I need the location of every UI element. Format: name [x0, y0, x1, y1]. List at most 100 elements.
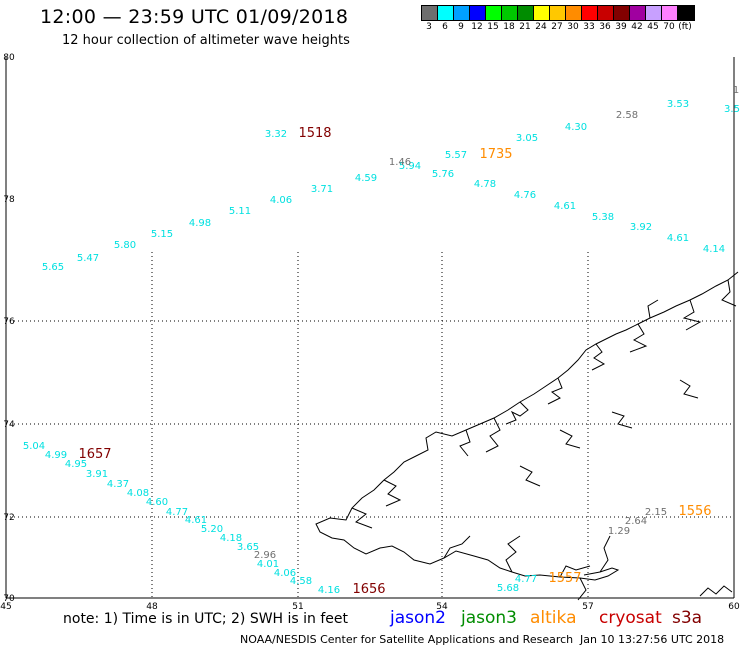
wave-height-label: 5.80: [114, 240, 136, 251]
altimeter-tracks: 5.65 5.47 5.80 5.15 4.98 5.11 4.06 3.71 4.59 5.57…: [23, 85, 740, 596]
lat-tick-label: 72: [3, 513, 14, 523]
scale-swatch: [550, 6, 566, 20]
scale-label: 15: [487, 22, 499, 32]
coastline-detail-16: [647, 299, 659, 319]
coastline-detail-6: [721, 279, 737, 307]
scale-swatch: [598, 6, 614, 20]
scale-label: 30: [567, 22, 579, 32]
wave-height-label: 2.64: [625, 516, 647, 527]
scale-label: 45: [647, 22, 659, 32]
wave-height-label: 2.58: [616, 110, 638, 121]
scale-swatch: [502, 6, 518, 20]
lat-tick-label: 80: [3, 53, 15, 63]
wave-height-label: 1.46: [389, 157, 411, 168]
wave-height-label: 5.20: [201, 524, 223, 535]
satellite-jason2: jason2: [390, 608, 446, 628]
wave-height-label: 4.01: [257, 559, 279, 570]
credit-line: NOAA/NESDIS Center for Satellite Applica…: [240, 633, 574, 646]
wave-height-label: 2.15: [645, 507, 667, 518]
pass-time-label: 1656: [352, 582, 385, 597]
wave-height-label: 4.98: [189, 218, 211, 229]
wave-height-label: 3.92: [630, 222, 652, 233]
wave-height-label: 4.61: [185, 515, 207, 526]
lat-tick-label: 70: [3, 594, 15, 604]
graticule: 45 48 51 54 57 60 80 78 76 74 72 70: [0, 53, 740, 612]
wave-height-label: 4.99: [45, 450, 67, 461]
satellite-altika: altika: [530, 608, 577, 628]
coastline-detail-21: [679, 379, 699, 399]
scale-label: 27: [551, 22, 563, 32]
scale-label: 21: [519, 22, 531, 32]
wave-height-label: 4.59: [355, 173, 377, 184]
wave-height-label: 5.38: [592, 212, 614, 223]
scale-swatch: [566, 6, 582, 20]
wave-height-label: 5.47: [77, 253, 99, 264]
footer-note: note: 1) Time is in UTC; 2) SWH is in fe…: [63, 611, 349, 627]
coastline-detail-8: [459, 429, 471, 457]
wave-height-label: 4.18: [220, 533, 242, 544]
scale-swatch: [646, 6, 662, 20]
pass-time-label: 1518: [298, 126, 331, 141]
coastline-detail-11: [443, 535, 471, 559]
coastline-outline: [315, 271, 739, 581]
wave-height-label: 3.05: [516, 133, 538, 144]
coastline-detail-1: [505, 401, 529, 425]
scale-swatch: [582, 6, 598, 20]
scale-label: 24: [535, 22, 547, 32]
map-subtitle: 12 hour collection of altimeter wave hei…: [62, 33, 350, 48]
scale-swatch: [438, 6, 454, 20]
coastline: [315, 271, 739, 601]
track-2: 5.044.994.953.914.374.084.604.774.615.20…: [23, 441, 537, 596]
scale-label: 9: [458, 22, 464, 32]
lon-tick-label: 60: [728, 602, 740, 612]
scale-swatch: [454, 6, 470, 20]
wave-height-label: 4.30: [565, 122, 587, 133]
coastline-detail-10: [351, 507, 373, 529]
lon-tick-label: 45: [0, 602, 11, 612]
scale-swatch: [662, 6, 678, 20]
wave-height-label: 3.91: [86, 469, 108, 480]
wave-height-label: 5.68: [497, 583, 519, 594]
coastline-detail-5: [682, 299, 702, 331]
scale-label: 36: [599, 22, 611, 32]
wave-height-label: 5.76: [432, 169, 454, 180]
lon-tick-label: 48: [146, 602, 158, 612]
scale-label: 33: [583, 22, 595, 32]
coastline-detail-14: [559, 565, 591, 578]
wave-height-label: 4.77: [515, 574, 537, 585]
wave-height-label: 3.5: [724, 104, 740, 115]
track-1: 3.32 5.94 5.76 4.78 4.76 4.61 5.38 3.92 4.61 4.14: [265, 129, 725, 255]
wave-height-label: 5.94: [399, 161, 421, 172]
coastline-detail-13: [577, 577, 587, 601]
coastline-detail-3: [591, 343, 606, 371]
scale-swatch: [470, 6, 486, 20]
color-scale-swatches: [421, 5, 695, 21]
scale-label: 18: [503, 22, 515, 32]
coastline-detail-19: [559, 429, 581, 449]
wave-height-label: 1: [733, 85, 739, 96]
scale-swatch: [518, 6, 534, 20]
pass-time-label: 1657: [78, 447, 111, 462]
color-scale-labels: 3 6 9 12 15 18 21 24 27 30 33 36 39 42 45 70 (ft): [421, 22, 695, 32]
generated-timestamp: Jan 10 13:27:56 UTC 2018: [580, 633, 725, 646]
coastline-detail-18: [519, 465, 541, 487]
scale-swatch: [678, 6, 694, 20]
wave-height-label: 4.06: [270, 195, 292, 206]
coastline-detail-20: [611, 411, 633, 429]
scale-swatch: [486, 6, 502, 20]
color-scale-legend: 3 6 9 12 15 18 21 24 27 30 33 36 39 42 45 70 (ft): [421, 5, 695, 32]
wave-height-label: 5.11: [229, 206, 251, 217]
wave-height-label: 3.65: [237, 542, 259, 553]
wave-height-label: 1.29: [608, 526, 630, 537]
scale-label: 39: [615, 22, 627, 32]
wave-height-label: 3.53: [667, 99, 689, 110]
satellite-jason3: jason3: [461, 608, 517, 628]
lat-tick-label: 76: [3, 317, 15, 327]
lon-tick-label: 57: [582, 602, 593, 612]
pass-time-label: 1556: [678, 504, 711, 519]
wave-height-label: 4.95: [65, 459, 87, 470]
wave-height-label: 3.32: [265, 129, 287, 140]
wave-height-label: 4.60: [146, 497, 168, 508]
wave-height-label: 5.65: [42, 262, 64, 273]
coastline-detail-17: [699, 585, 733, 597]
